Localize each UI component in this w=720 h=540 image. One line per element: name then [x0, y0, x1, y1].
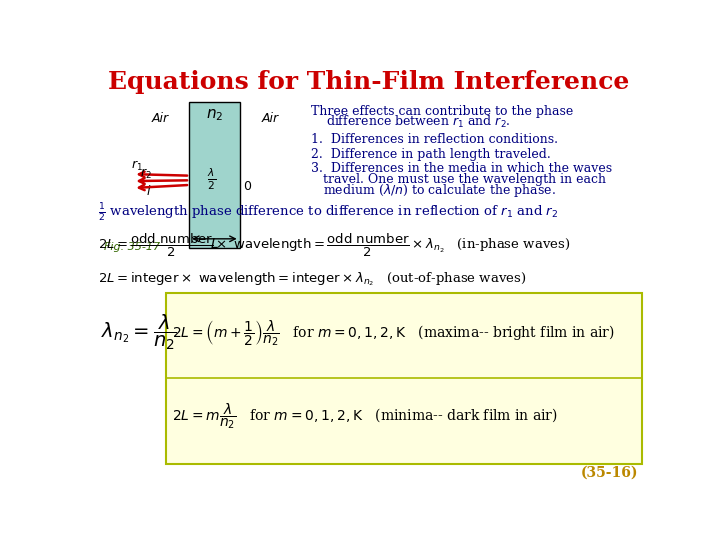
Text: $2L = \dfrac{\mathrm{odd\ number}}{2} \times\ \mathrm{wavelength} = \dfrac{\math: $2L = \dfrac{\mathrm{odd\ number}}{2} \t…	[98, 232, 570, 259]
Text: $\frac{\lambda}{2}$: $\frac{\lambda}{2}$	[207, 166, 216, 192]
Text: Equations for Thin-Film Interference: Equations for Thin-Film Interference	[108, 70, 630, 94]
Text: Three effects can contribute to the phase: Three effects can contribute to the phas…	[311, 105, 573, 118]
Text: $2L = m\dfrac{\lambda}{n_2}$   for $m = 0, 1, 2, \mathrm{K}$   (minima-- dark fi: $2L = m\dfrac{\lambda}{n_2}$ for $m = 0,…	[172, 401, 558, 431]
Bar	[189, 102, 240, 248]
Text: $r_1$: $r_1$	[130, 159, 143, 173]
Text: Air: Air	[262, 112, 279, 125]
Text: 2.  Difference in path length traveled.: 2. Difference in path length traveled.	[311, 147, 551, 160]
Bar	[166, 293, 642, 464]
Text: Fig. 35-17: Fig. 35-17	[104, 241, 160, 252]
Text: Air: Air	[151, 112, 168, 125]
Text: $i$: $i$	[146, 184, 152, 198]
Text: $2L = \left(m + \dfrac{1}{2}\right)\dfrac{\lambda}{n_2}$   for $m = 0, 1, 2, \ma: $2L = \left(m + \dfrac{1}{2}\right)\dfra…	[172, 318, 615, 348]
Text: medium ($\lambda / n$) to calculate the phase.: medium ($\lambda / n$) to calculate the …	[323, 182, 556, 199]
Text: $2L = \mathrm{integer} \times\ \mathrm{wavelength} = \mathrm{integer} \times \la: $2L = \mathrm{integer} \times\ \mathrm{w…	[98, 270, 526, 288]
Text: $L$: $L$	[210, 237, 219, 251]
Text: travel. One must use the wavelength in each: travel. One must use the wavelength in e…	[323, 173, 606, 186]
Text: difference between $r_1$ and $r_2$.: difference between $r_1$ and $r_2$.	[326, 114, 511, 130]
Text: 3.  Differences in the media in which the waves: 3. Differences in the media in which the…	[311, 162, 612, 176]
Text: $\lambda_{n_2} = \dfrac{\lambda}{n_2}$: $\lambda_{n_2} = \dfrac{\lambda}{n_2}$	[101, 313, 176, 353]
Text: $\frac{1}{2}$ wavelength phase difference to difference in reflection of $r_1$ a: $\frac{1}{2}$ wavelength phase differenc…	[98, 202, 558, 225]
Text: (35-16): (35-16)	[581, 466, 639, 480]
Text: 1.  Differences in reflection conditions.: 1. Differences in reflection conditions.	[311, 133, 558, 146]
Text: $n_2$: $n_2$	[206, 108, 223, 124]
Text: 0: 0	[243, 180, 251, 193]
Text: $r_2$: $r_2$	[140, 167, 152, 181]
